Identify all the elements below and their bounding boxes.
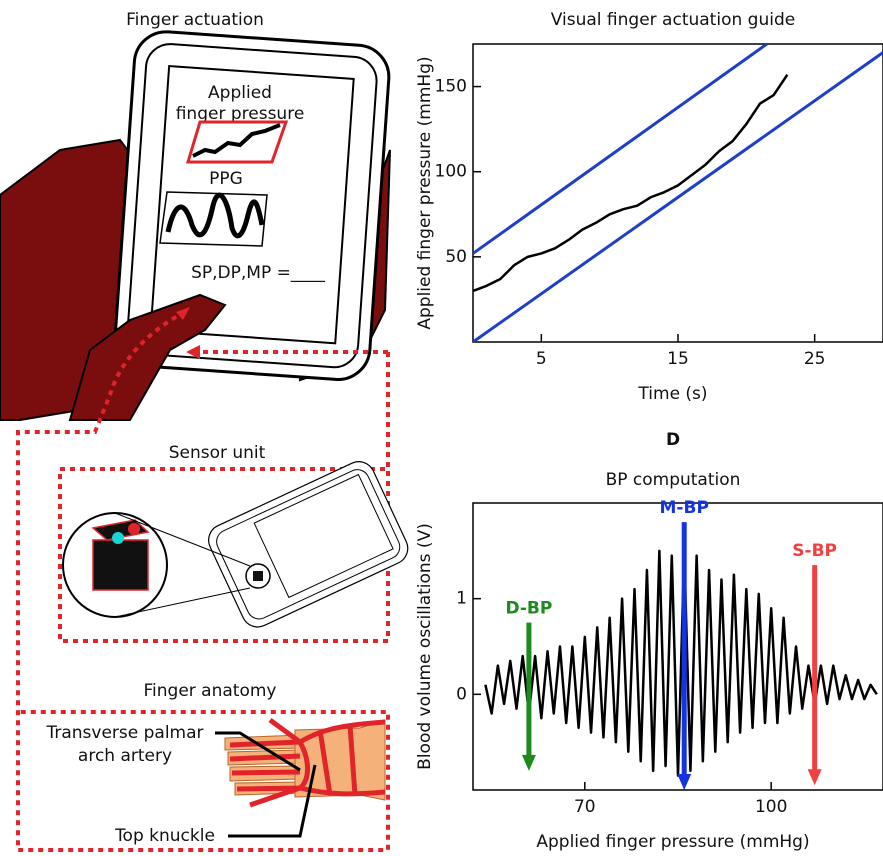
page: Applied finger pressure PPG SP,DP,MP =__… (0, 0, 883, 856)
screen-text: PPG (209, 169, 243, 189)
y-tick-label: 150 (435, 77, 467, 97)
chart-title: Visual finger actuation guide (551, 10, 795, 30)
figure: Applied finger pressure PPG SP,DP,MP =__… (0, 0, 883, 856)
y-tick-label: 0 (456, 684, 467, 704)
x-axis-label: Applied finger pressure (mmHg) (536, 832, 809, 852)
data-line (473, 75, 787, 291)
anatomy-label: arch artery (78, 746, 172, 766)
anatomy-label: Top knuckle (114, 826, 215, 846)
arrow-head (808, 769, 822, 785)
chart-title: BP computation (606, 470, 741, 490)
x-tick-label: 100 (755, 797, 787, 817)
data-line (485, 551, 876, 776)
x-axis-label: Time (s) (637, 384, 707, 404)
x-tick-label: 15 (667, 349, 689, 369)
panel-title: Finger actuation (126, 10, 264, 30)
data-line (473, 53, 883, 342)
sensor-mini (253, 571, 263, 581)
anatomy-label: Transverse palmar (45, 723, 203, 743)
screen-text: SP,DP,MP =____ (191, 263, 325, 283)
y-tick-label: 100 (435, 162, 467, 182)
sensor-led (112, 532, 124, 544)
y-tick-label: 50 (445, 247, 467, 267)
arrow-head (522, 755, 536, 771)
panel-title: Finger anatomy (144, 681, 277, 701)
y-axis-label: Applied finger pressure (mmHg) (415, 56, 435, 329)
x-tick-label: 5 (536, 349, 547, 369)
sensor-led (128, 523, 140, 535)
phone-illustration: Applied finger pressure PPG SP,DP,MP =__… (0, 10, 391, 420)
annotation-label: M-BP (660, 498, 709, 518)
panel-letter: D (666, 430, 680, 450)
panel-title: Sensor unit (169, 443, 266, 463)
screen-text: Applied (208, 83, 272, 103)
sensor-illustration: Sensor unit (63, 443, 413, 632)
anatomy-illustration: Finger anatomy Transverse palmar arch ar… (45, 681, 385, 846)
x-tick-label: 25 (804, 349, 826, 369)
y-tick-label: 1 (456, 589, 467, 609)
annotation-label: S-BP (792, 541, 837, 561)
small-phone (203, 456, 413, 632)
arrow-head (677, 774, 691, 790)
x-tick-label: 70 (574, 797, 596, 817)
sensor-cube-side (93, 540, 148, 590)
annotation-label: D-BP (505, 599, 552, 619)
y-axis-label: Blood volume oscillations (V) (415, 523, 435, 770)
